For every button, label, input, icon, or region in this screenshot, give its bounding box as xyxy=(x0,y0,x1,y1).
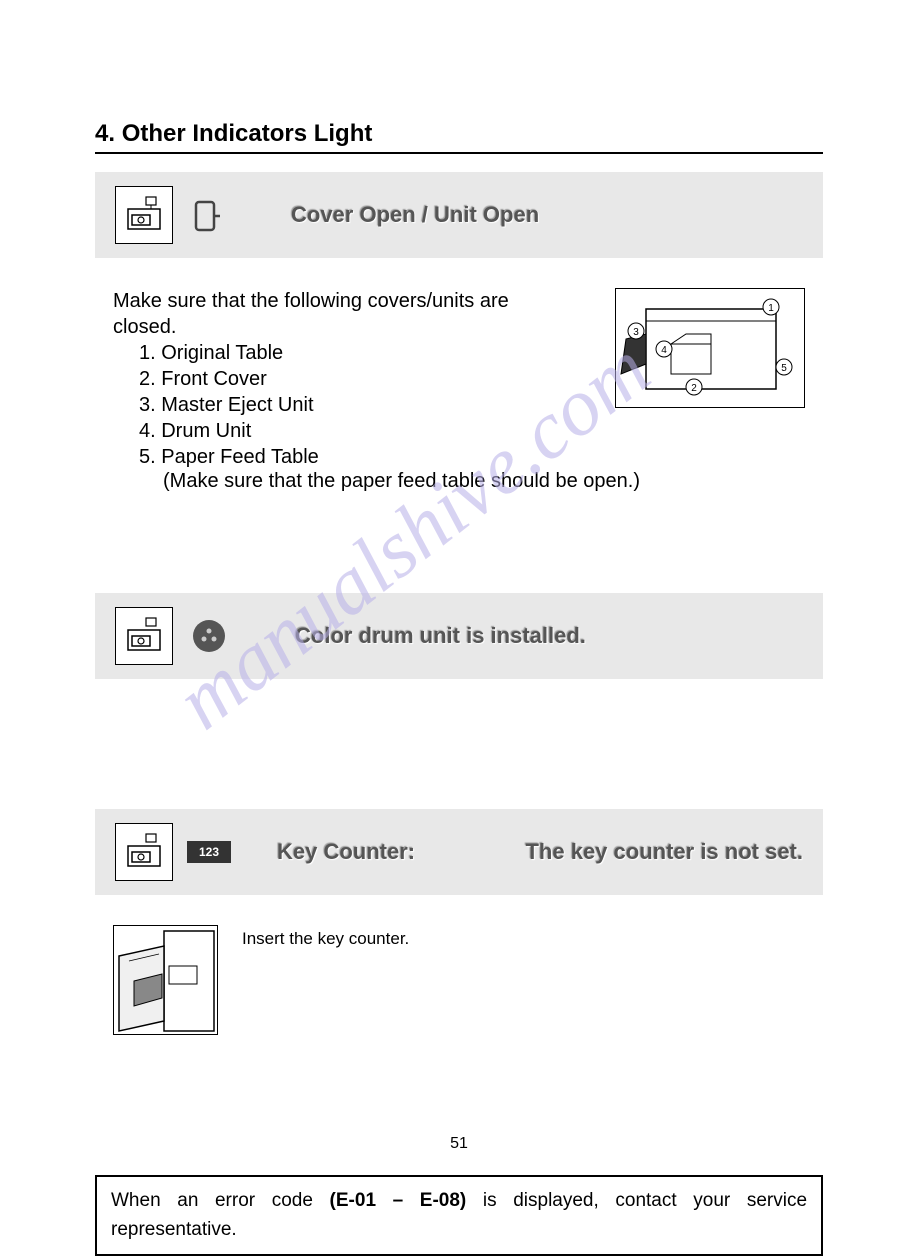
cover-note: (Make sure that the paper feed table sho… xyxy=(113,470,805,493)
list-item: 4. Drum Unit xyxy=(139,418,575,444)
list-item: 5. Paper Feed Table xyxy=(139,444,575,470)
svg-text:3: 3 xyxy=(633,327,639,338)
error-prefix: When an error code xyxy=(111,1190,330,1211)
svg-text:5: 5 xyxy=(781,363,787,374)
banner-cover-open-title: Cover Open / Unit Open xyxy=(291,202,539,228)
printer-icon xyxy=(115,607,173,665)
page-number: 51 xyxy=(450,1135,468,1153)
printer-icon xyxy=(115,823,173,881)
section-number: 4. xyxy=(95,120,115,147)
svg-text:2: 2 xyxy=(691,383,697,394)
svg-text:1: 1 xyxy=(768,303,774,314)
cover-open-content: Make sure that the following covers/unit… xyxy=(95,288,823,493)
section-heading: Other Indicators Light xyxy=(122,120,373,147)
list-item: 1. Original Table xyxy=(139,340,575,366)
list-item: 2. Front Cover xyxy=(139,366,575,392)
printer-icon xyxy=(115,186,173,244)
banner-key-counter-message: The key counter is not set. xyxy=(525,839,803,865)
key-counter-content: Insert the key counter. xyxy=(95,925,823,1035)
banner-cover-open: Cover Open / Unit Open xyxy=(95,172,823,258)
counter-badge-icon: 123 xyxy=(187,841,231,863)
banner-key-counter-label: Key Counter: xyxy=(277,839,415,865)
error-code-box: When an error code (E-01 – E-08) is disp… xyxy=(95,1175,823,1256)
banner-color-drum: Color drum unit is installed. xyxy=(95,593,823,679)
banner-key-counter: 123 Key Counter: The key counter is not … xyxy=(95,809,823,895)
printer-diagram: 1 2 3 4 5 xyxy=(615,288,805,408)
error-codes: (E-01 – E-08) xyxy=(330,1190,467,1211)
section-title: 4. Other Indicators Light xyxy=(95,120,823,154)
key-counter-instruction: Insert the key counter. xyxy=(242,925,409,949)
key-counter-diagram xyxy=(113,925,218,1035)
list-item: 3. Master Eject Unit xyxy=(139,392,575,418)
drum-icon xyxy=(193,620,225,652)
cover-intro: Make sure that the following covers/unit… xyxy=(113,288,575,340)
banner-color-drum-title: Color drum unit is installed. xyxy=(295,623,586,649)
door-open-icon xyxy=(193,199,221,231)
svg-text:4: 4 xyxy=(661,345,667,356)
